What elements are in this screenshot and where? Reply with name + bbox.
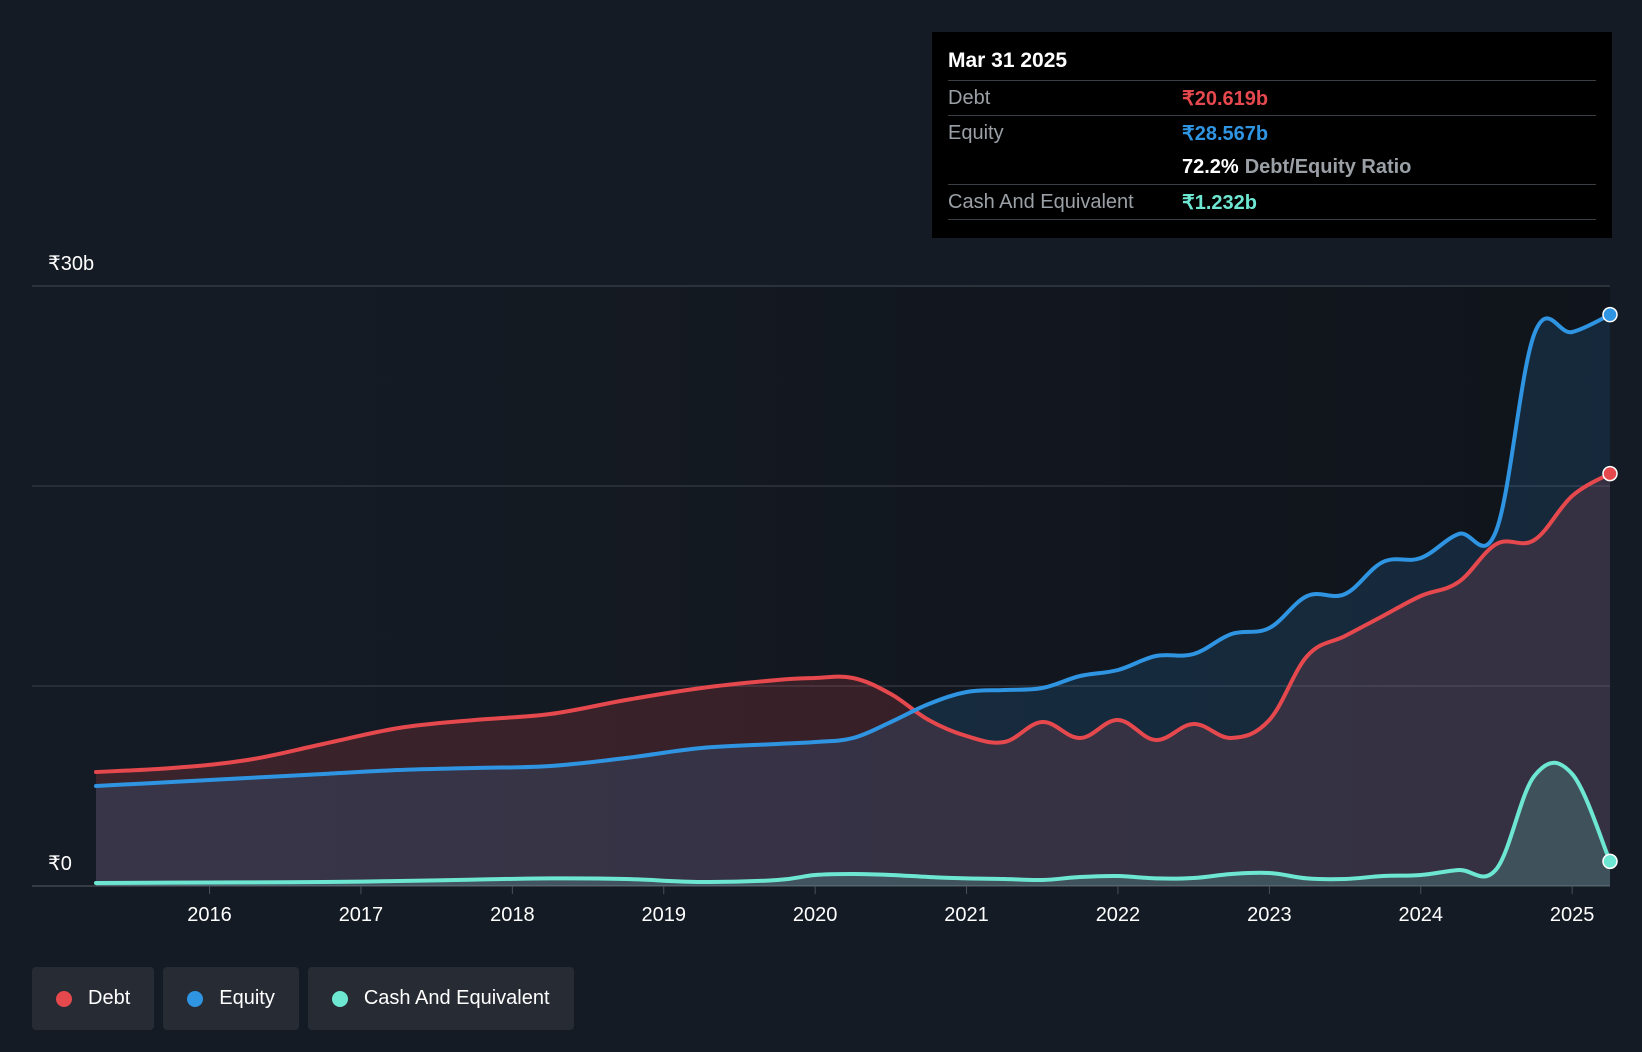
x-tick-label-2023: 2023 <box>1247 904 1292 926</box>
x-tick-label-2017: 2017 <box>339 904 384 926</box>
x-tick-label-2024: 2024 <box>1399 904 1444 926</box>
gridlines <box>32 285 1610 887</box>
tooltip-debt-row: Debt ₹20.619b <box>948 80 1596 115</box>
hover-tooltip: Mar 31 2025 Debt ₹20.619b Equity ₹28.567… <box>932 32 1612 238</box>
cash-area <box>96 762 1610 886</box>
equity-line <box>94 312 1612 788</box>
legend-equity-label: Equity <box>219 987 275 1009</box>
legend-debt-dot-icon <box>56 990 72 1007</box>
x-tick-label-2025: 2025 <box>1550 904 1595 926</box>
x-tick-label-2022: 2022 <box>1096 904 1141 926</box>
legend-item-debt[interactable]: Debt <box>32 967 155 1030</box>
tooltip-equity-label: Equity <box>948 121 1004 144</box>
cash-line <box>94 760 1612 885</box>
x-axis-ticks: 2016 2017 2018 2019 2020 2021 2022 2023 2024 2025 <box>187 886 1594 926</box>
legend-equity-dot-icon <box>187 990 204 1007</box>
equity-endpoint-marker <box>1602 306 1618 323</box>
legend-debt-label: Debt <box>88 987 131 1009</box>
series-endpoints <box>1602 306 1618 870</box>
legend-cash-dot-icon <box>331 990 348 1007</box>
y-tick-top-label: ₹30b <box>48 253 94 275</box>
equity-area <box>96 314 1610 886</box>
tooltip-cash-label: Cash And Equivalent <box>948 190 1134 213</box>
legend-item-equity[interactable]: Equity <box>163 967 299 1030</box>
x-tick-label-2016: 2016 <box>187 904 232 926</box>
tooltip-cash-row: Cash And Equivalent ₹1.232b <box>948 184 1596 220</box>
x-tick-label-2021: 2021 <box>944 904 989 926</box>
legend-cash-label: Cash And Equivalent <box>363 987 550 1009</box>
chart-legend: Debt Equity Cash And Equivalent <box>32 967 574 1030</box>
debt-endpoint-marker <box>1602 465 1618 482</box>
tooltip-debt-label: Debt <box>948 86 991 109</box>
tooltip-cash-value: ₹1.232b <box>1182 191 1257 214</box>
legend-item-cash[interactable]: Cash And Equivalent <box>307 967 574 1030</box>
x-tick-label-2018: 2018 <box>490 904 535 926</box>
debt-line <box>94 471 1612 774</box>
y-tick-zero-label: ₹0 <box>48 853 72 875</box>
x-tick-label-2019: 2019 <box>642 904 687 926</box>
plot-shade <box>32 286 1610 886</box>
cash-endpoint-marker <box>1602 853 1618 870</box>
tooltip-equity-value: ₹28.567b <box>1182 122 1269 145</box>
series-lines <box>94 312 1612 885</box>
tooltip-ratio-value: 72.2% <box>1182 155 1239 178</box>
tooltip-date: Mar 31 2025 <box>948 49 1068 72</box>
tooltip-ratio-row: 72.2% Debt/Equity Ratio <box>948 150 1596 184</box>
x-tick-label-2020: 2020 <box>793 904 838 926</box>
tooltip-equity-row: Equity ₹28.567b <box>948 115 1596 150</box>
tooltip-debt-value: ₹20.619b <box>1182 87 1269 110</box>
tooltip-ratio-label: Debt/Equity Ratio <box>1244 155 1412 178</box>
